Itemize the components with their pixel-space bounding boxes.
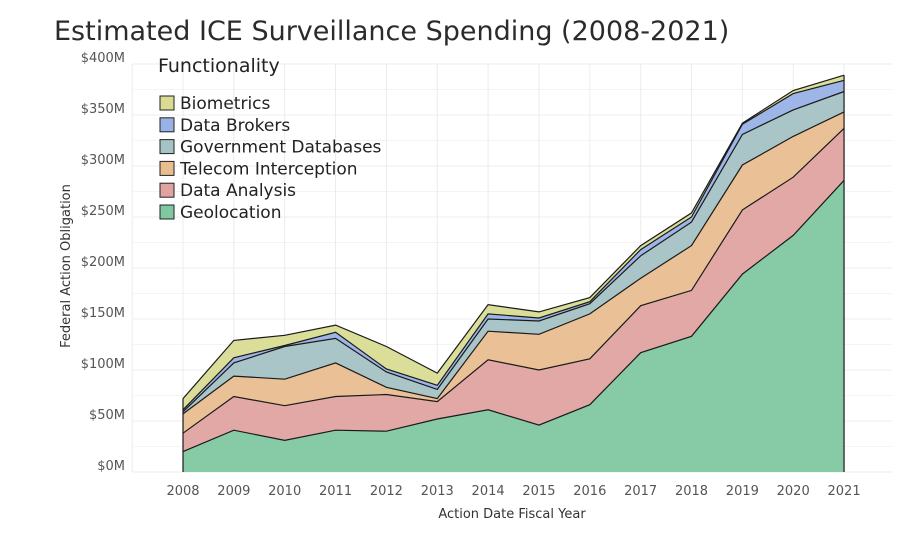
- legend-swatch: [159, 117, 175, 133]
- area-government-databases: [183, 91, 845, 414]
- chart-title: Estimated ICE Surveillance Spending (200…: [54, 16, 730, 47]
- legend-item-telecom-interception: Telecom Interception: [159, 159, 358, 179]
- legend-label: Biometrics: [180, 94, 271, 114]
- x-tick-label: 2020: [777, 484, 810, 499]
- x-axis-label: Action Date Fiscal Year: [438, 507, 586, 522]
- x-tick-label: 2013: [421, 484, 454, 499]
- x-tick-label: 2010: [268, 484, 301, 499]
- x-tick-label: 2016: [573, 484, 606, 499]
- x-tick-label: 2014: [472, 484, 505, 499]
- boundary-geolocation: [182, 179, 845, 453]
- area-data-brokers: [183, 80, 845, 412]
- area-geolocation: [183, 180, 845, 473]
- legend-swatch: [159, 95, 175, 111]
- legend-label: Government Databases: [180, 138, 382, 158]
- area-data-analysis: [183, 128, 845, 452]
- y-tick-label: $50M: [89, 408, 125, 423]
- x-tick-label: 2019: [726, 484, 759, 499]
- y-axis-ticks: $0M $50M $100M $150M $200M $250M $300M $350M $40…: [81, 51, 125, 474]
- y-tick-label: $0M: [97, 459, 125, 474]
- legend-swatch: [159, 204, 175, 220]
- boundary-telecom-interception: [182, 111, 845, 415]
- x-axis-ticks: 2008 2009 2010 2011 2012 2013 2014 2015 2016 2017…: [166, 484, 860, 499]
- x-tick-label: 2008: [166, 484, 199, 499]
- x-tick-label: 2011: [319, 484, 352, 499]
- legend-item-data-brokers: Data Brokers: [159, 116, 290, 136]
- x-tick-label: 2009: [217, 484, 250, 499]
- legend-swatch: [159, 160, 175, 176]
- y-tick-label: $350M: [81, 102, 125, 117]
- legend-item-geolocation: Geolocation: [159, 203, 282, 223]
- y-tick-label: $150M: [81, 306, 125, 321]
- legend-swatch: [159, 182, 175, 198]
- y-tick-label: $300M: [81, 153, 125, 168]
- legend-item-biometrics: Biometrics: [159, 94, 271, 114]
- x-tick-label: 2018: [675, 484, 708, 499]
- legend-item-government-databases: Government Databases: [159, 138, 382, 158]
- y-axis-label: Federal Action Obligation: [59, 184, 74, 348]
- y-tick-label: $100M: [81, 357, 125, 372]
- legend-label: Data Analysis: [180, 181, 296, 201]
- boundary-government-databases: [182, 90, 845, 413]
- legend-title: Functionality: [158, 55, 280, 77]
- x-tick-label: 2017: [624, 484, 657, 499]
- y-tick-label: $200M: [81, 255, 125, 270]
- boundary-biometrics: [182, 74, 845, 399]
- x-tick-label: 2021: [828, 484, 861, 499]
- legend-label: Data Brokers: [180, 116, 290, 136]
- boundary-data-analysis: [182, 127, 845, 434]
- line-layer: [182, 74, 845, 472]
- legend-label: Telecom Interception: [179, 159, 358, 179]
- x-tick-label: 2012: [370, 484, 403, 499]
- legend-label: Geolocation: [180, 203, 282, 223]
- legend-item-data-analysis: Data Analysis: [159, 181, 296, 201]
- y-tick-label: $250M: [81, 204, 125, 219]
- y-tick-label: $400M: [81, 51, 125, 66]
- x-tick-label: 2015: [522, 484, 555, 499]
- boundary-data-brokers: [182, 79, 845, 411]
- area-layer: [183, 75, 845, 473]
- legend-swatch: [159, 139, 175, 155]
